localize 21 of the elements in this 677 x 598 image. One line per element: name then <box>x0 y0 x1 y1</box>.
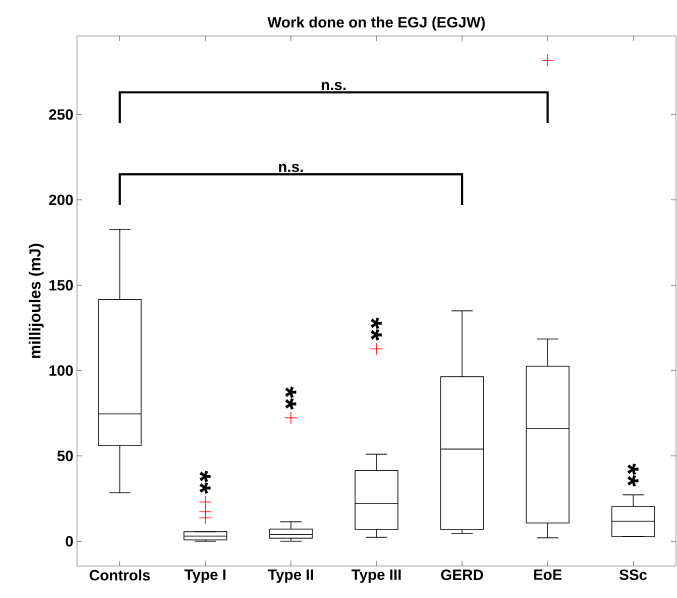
x-tick-label: EoE <box>534 570 562 580</box>
annotation: ** <box>285 386 296 410</box>
x-tick-label: Controls <box>90 570 150 580</box>
annotation: n.s. <box>322 82 346 90</box>
y-tick-label: 200 <box>49 194 73 206</box>
y-axis-title: millijoules (mJ) <box>28 244 44 358</box>
y-tick-label: 150 <box>49 280 73 290</box>
annotation: n.s. <box>279 164 303 172</box>
x-tick-label: Type II <box>268 570 314 583</box>
y-tick-label: 100 <box>49 365 73 376</box>
y-tick-label: 0 <box>66 536 73 547</box>
chart-title: Work done on the EGJ (EGJW) <box>267 16 485 30</box>
x-tick-label: Type III <box>351 570 401 583</box>
y-tick-label: 250 <box>49 109 73 120</box>
annotation: ** <box>200 470 211 494</box>
x-tick-label: GERD <box>441 570 484 580</box>
x-tick-label: Type I <box>184 570 226 583</box>
annotation: ** <box>370 318 382 341</box>
y-tick-label: 50 <box>57 450 73 462</box>
annotation: ** <box>627 463 638 487</box>
x-tick-label: SSc <box>620 570 647 580</box>
